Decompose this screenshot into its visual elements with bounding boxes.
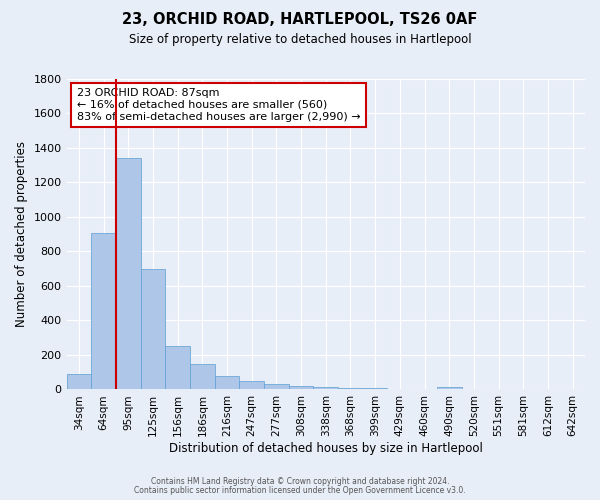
Bar xyxy=(239,381,264,390)
Bar xyxy=(313,388,338,390)
Bar xyxy=(289,386,313,390)
Text: 23, ORCHID ROAD, HARTLEPOOL, TS26 0AF: 23, ORCHID ROAD, HARTLEPOOL, TS26 0AF xyxy=(122,12,478,28)
X-axis label: Distribution of detached houses by size in Hartlepool: Distribution of detached houses by size … xyxy=(169,442,483,455)
Bar xyxy=(91,234,116,390)
Bar xyxy=(215,376,239,390)
Bar xyxy=(190,364,215,390)
Bar xyxy=(165,346,190,390)
Bar xyxy=(338,388,363,390)
Text: Size of property relative to detached houses in Hartlepool: Size of property relative to detached ho… xyxy=(128,32,472,46)
Y-axis label: Number of detached properties: Number of detached properties xyxy=(15,141,28,327)
Bar xyxy=(363,388,388,390)
Bar xyxy=(264,384,289,390)
Bar xyxy=(67,374,91,390)
Text: 23 ORCHID ROAD: 87sqm
← 16% of detached houses are smaller (560)
83% of semi-det: 23 ORCHID ROAD: 87sqm ← 16% of detached … xyxy=(77,88,361,122)
Bar xyxy=(437,388,461,390)
Text: Contains HM Land Registry data © Crown copyright and database right 2024.: Contains HM Land Registry data © Crown c… xyxy=(151,477,449,486)
Bar xyxy=(116,158,140,390)
Bar xyxy=(140,268,165,390)
Text: Contains public sector information licensed under the Open Government Licence v3: Contains public sector information licen… xyxy=(134,486,466,495)
